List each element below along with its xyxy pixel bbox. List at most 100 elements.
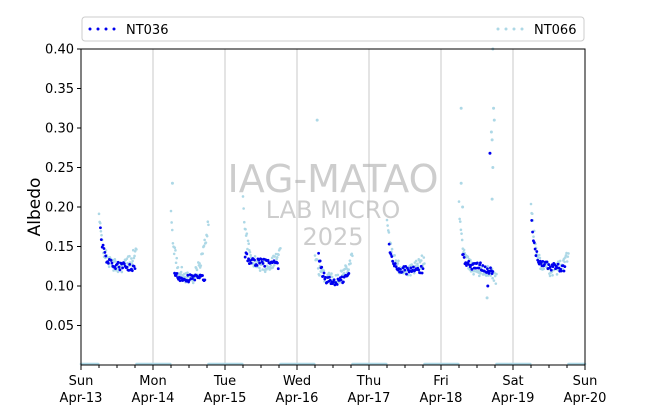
legend-marker-nt066 <box>496 27 524 31</box>
data-point <box>414 264 417 268</box>
x-tick-day: Thu <box>356 374 381 389</box>
x-tick-day: Fri <box>433 374 449 389</box>
data-point <box>386 229 390 232</box>
data-point <box>242 220 246 224</box>
data-point <box>548 274 552 278</box>
data-point <box>421 267 425 271</box>
data-point <box>276 261 279 265</box>
data-point <box>99 229 103 233</box>
data-point <box>204 241 208 244</box>
data-point <box>330 275 334 279</box>
data-point <box>400 270 404 274</box>
data-point <box>249 253 252 257</box>
data-point <box>205 234 209 238</box>
data-point <box>412 265 415 269</box>
data-point <box>537 253 541 257</box>
x-tick-day: Sun <box>573 374 598 389</box>
data-point <box>563 265 567 269</box>
data-point <box>397 259 400 263</box>
data-point <box>198 262 201 265</box>
data-point <box>259 257 263 261</box>
data-point <box>268 268 271 271</box>
data-point <box>472 272 475 276</box>
data-point <box>246 259 250 263</box>
data-point <box>322 269 326 272</box>
data-point <box>318 274 321 277</box>
data-point <box>533 247 537 251</box>
data-point <box>330 272 333 275</box>
data-point <box>492 118 496 122</box>
data-point <box>394 265 398 269</box>
data-point <box>169 209 173 213</box>
y-tick-label: 0.30 <box>45 122 74 137</box>
data-point <box>133 267 137 271</box>
data-point <box>419 264 423 268</box>
x-tick-date: Apr-13 <box>60 391 103 406</box>
data-point <box>478 274 481 278</box>
x-tick-day: Sat <box>502 374 523 389</box>
legend-label-nt036: NT036 <box>126 23 168 38</box>
data-point <box>130 269 134 273</box>
data-point <box>538 256 542 260</box>
legend-dot <box>496 27 500 31</box>
data-point <box>460 232 463 235</box>
data-point <box>317 251 320 255</box>
data-point <box>271 266 275 269</box>
x-tick-day: Mon <box>139 374 166 389</box>
data-point <box>206 220 210 224</box>
data-point <box>109 258 113 262</box>
data-point <box>489 274 493 277</box>
data-point <box>201 274 204 277</box>
data-point <box>465 264 468 267</box>
data-point <box>320 265 324 269</box>
data-point <box>191 279 194 282</box>
data-point <box>530 219 534 222</box>
data-point <box>420 271 424 275</box>
data-point <box>470 267 474 271</box>
data-point <box>489 266 492 270</box>
data-point <box>459 181 463 185</box>
y-tick-label: 0.40 <box>45 43 74 58</box>
data-point <box>128 254 131 258</box>
data-point <box>122 262 126 266</box>
data-point <box>541 259 545 263</box>
legend-dot <box>112 27 116 31</box>
data-point <box>133 249 137 253</box>
data-point <box>276 267 280 271</box>
data-point <box>549 265 552 269</box>
data-point <box>253 255 257 258</box>
data-point <box>461 252 465 256</box>
data-point <box>530 212 534 216</box>
data-point <box>245 232 249 235</box>
data-point <box>487 271 491 275</box>
data-point <box>536 258 540 262</box>
data-point <box>104 249 108 252</box>
x-tick-date: Apr-18 <box>420 391 463 406</box>
x-tick-date: Apr-17 <box>348 391 391 406</box>
data-point <box>462 248 466 252</box>
data-point <box>532 241 536 244</box>
x-tick-date: Apr-14 <box>132 391 175 406</box>
data-point <box>132 264 136 268</box>
data-point <box>255 263 259 267</box>
data-point <box>458 217 461 221</box>
data-point <box>535 250 539 253</box>
data-point <box>332 278 336 282</box>
data-point <box>488 151 492 155</box>
data-point <box>486 264 489 268</box>
data-point <box>180 265 184 269</box>
data-point <box>423 262 426 265</box>
y-tick-label: 0.05 <box>45 319 74 334</box>
data-point <box>202 244 206 248</box>
legend-marker-nt036 <box>88 27 116 31</box>
data-point <box>349 262 352 265</box>
data-point <box>97 212 101 216</box>
data-point <box>130 262 134 265</box>
x-tick-date: Apr-15 <box>204 391 247 406</box>
data-point <box>328 275 331 279</box>
x-tick-date: Apr-19 <box>492 391 535 406</box>
data-point <box>492 279 496 282</box>
data-point <box>179 270 183 274</box>
data-point <box>279 246 282 250</box>
